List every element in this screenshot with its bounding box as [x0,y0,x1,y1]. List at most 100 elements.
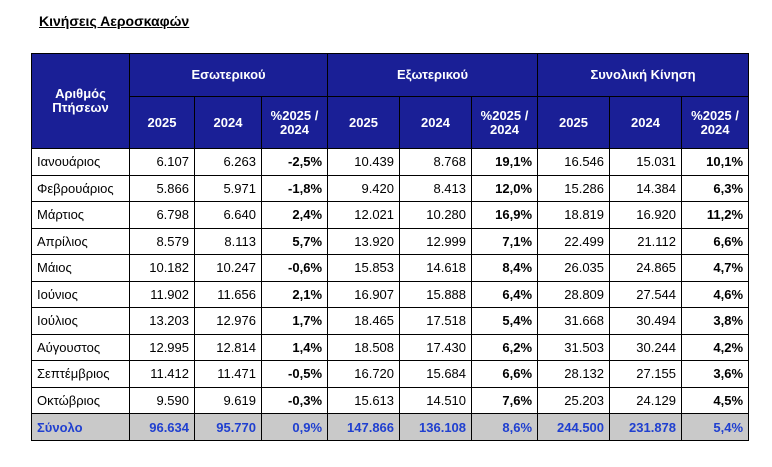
table-row: Αύγουστος 12.995 12.814 1,4% 18.508 17.430 6,2… [31,333,750,361]
value-cell: 95.770 [194,413,262,441]
value-cell: 10.439 [327,148,401,176]
value-cell: 26.035 [537,254,611,282]
value-cell: 244.500 [537,413,611,441]
value-cell: 231.878 [609,413,683,441]
value-cell: 11.656 [194,280,262,308]
change-cell: 6,4% [471,280,539,308]
value-cell: 18.465 [327,307,401,335]
value-cell: 13.203 [129,307,195,335]
value-cell: 14.384 [609,174,683,202]
change-cell: 8,4% [471,254,539,282]
value-cell: 18.819 [537,201,611,229]
change-cell: 3,6% [681,360,750,388]
value-cell: 5.866 [129,174,195,202]
value-cell: 30.244 [609,333,683,361]
value-cell: 15.684 [399,360,473,388]
change-cell: 5,4% [681,413,750,441]
month-cell: Ιούλιος [31,307,130,335]
value-cell: 17.430 [399,333,473,361]
value-cell: 8.768 [399,148,473,176]
month-cell: Οκτώβριος [31,386,130,414]
value-cell: 5.971 [194,174,262,202]
change-cell: 4,2% [681,333,750,361]
change-cell: 6,6% [471,360,539,388]
month-cell: Σεπτέμβριος [31,360,130,388]
change-cell: 3,8% [681,307,750,335]
value-cell: 16.720 [327,360,401,388]
subheader-change: %2025 / 2024 [471,96,539,149]
value-cell: 96.634 [129,413,195,441]
table-row: Σεπτέμβριος 11.412 11.471 -0,5% 16.720 15.684… [31,360,750,388]
change-cell: 0,9% [260,413,329,441]
value-cell: 21.112 [609,227,683,255]
value-cell: 15.031 [609,148,683,176]
value-cell: 27.544 [609,280,683,308]
change-cell: 7,6% [471,386,539,414]
value-cell: 31.668 [537,307,611,335]
value-cell: 16.920 [609,201,683,229]
change-cell: -1,8% [260,174,329,202]
value-cell: 12.976 [194,307,262,335]
table-row: Φεβρουάριος 5.866 5.971 -1,8% 9.420 8.413 12,0… [31,174,750,202]
value-cell: 15.613 [327,386,401,414]
change-cell: 8,6% [471,413,539,441]
table-row: Απρίλιος 8.579 8.113 5,7% 13.920 12.999 7,1% 22… [31,227,750,255]
change-cell: 2,4% [260,201,329,229]
total-row: Σύνολο 96.634 95.770 0,9% 147.866 136.108 8,6%… [31,413,750,441]
change-cell: 10,1% [681,148,750,176]
value-cell: 13.920 [327,227,401,255]
value-cell: 16.546 [537,148,611,176]
value-cell: 6.263 [194,148,262,176]
change-cell: 11,2% [681,201,750,229]
value-cell: 12.995 [129,333,195,361]
value-cell: 6.640 [194,201,262,229]
month-cell: Μάιος [31,254,130,282]
subheader-year-current: 2025 [537,96,611,149]
month-cell: Μάρτιος [31,201,130,229]
value-cell: 14.510 [399,386,473,414]
value-cell: 16.907 [327,280,401,308]
value-cell: 28.132 [537,360,611,388]
value-cell: 28.809 [537,280,611,308]
change-cell: 12,0% [471,174,539,202]
header-row-years: 2025 2024 %2025 / 2024 2025 2024 %2025 /… [32,96,750,149]
month-cell: Απρίλιος [31,227,130,255]
change-cell: -2,5% [260,148,329,176]
change-cell: 6,6% [681,227,750,255]
subheader-year-previous: 2024 [194,96,262,149]
value-cell: 147.866 [327,413,401,441]
value-cell: 8.579 [129,227,195,255]
table-row: Ιανουάριος 6.107 6.263 -2,5% 10.439 8.768 19,1… [31,148,750,176]
month-cell: Ιούνιος [31,280,130,308]
subheader-change: %2025 / 2024 [260,96,329,149]
value-cell: 17.518 [399,307,473,335]
table-row: Ιούλιος 13.203 12.976 1,7% 18.465 17.518 5,4% 3… [31,307,750,335]
change-cell: 1,7% [260,307,329,335]
change-cell: -0,5% [260,360,329,388]
change-cell: 7,1% [471,227,539,255]
value-cell: 11.471 [194,360,262,388]
page-title: Κινήσεις Αεροσκαφών [39,13,190,29]
value-cell: 6.798 [129,201,195,229]
subheader-year-previous: 2024 [609,96,683,149]
change-cell: 4,7% [681,254,750,282]
value-cell: 12.814 [194,333,262,361]
value-cell: 12.999 [399,227,473,255]
value-cell: 22.499 [537,227,611,255]
month-cell: Ιανουάριος [31,148,130,176]
change-cell: 6,2% [471,333,539,361]
value-cell: 14.618 [399,254,473,282]
value-cell: 9.619 [194,386,262,414]
value-cell: 6.107 [129,148,195,176]
value-cell: 25.203 [537,386,611,414]
change-cell: 5,7% [260,227,329,255]
value-cell: 15.286 [537,174,611,202]
value-cell: 18.508 [327,333,401,361]
value-cell: 136.108 [399,413,473,441]
change-cell: 5,4% [471,307,539,335]
value-cell: 30.494 [609,307,683,335]
value-cell: 27.155 [609,360,683,388]
value-cell: 31.503 [537,333,611,361]
table-row: Μάρτιος 6.798 6.640 2,4% 12.021 10.280 16,9% 18… [31,201,750,229]
change-cell: 16,9% [471,201,539,229]
